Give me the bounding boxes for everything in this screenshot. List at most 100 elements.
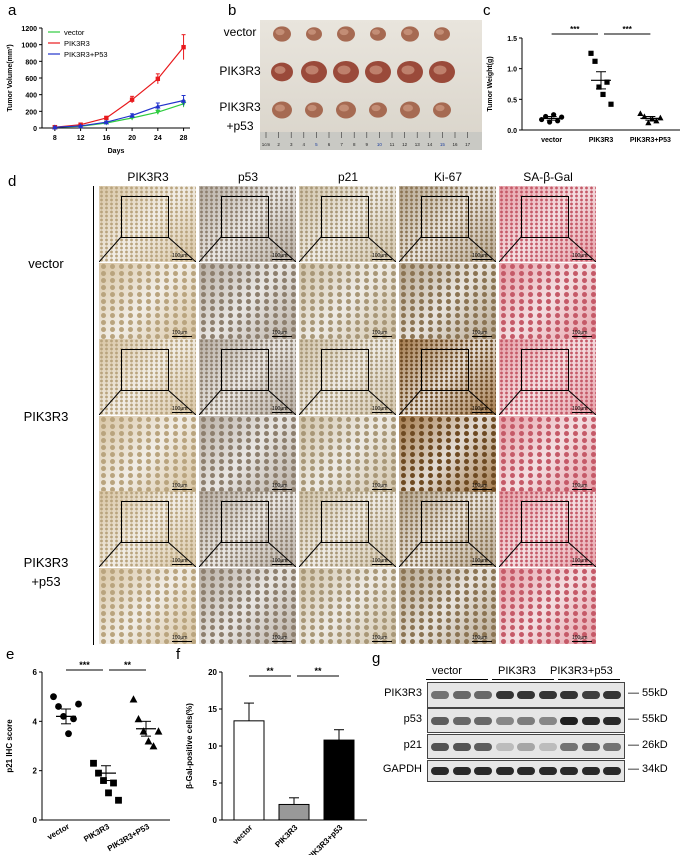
zoom-connector-line <box>399 236 422 262</box>
data-point <box>657 114 664 121</box>
scale-bar-label: 100μm <box>472 253 492 260</box>
data-point <box>129 112 135 118</box>
ihc-overview-tile: 100μm <box>299 186 396 262</box>
scale-bar-label: 100μm <box>472 483 492 490</box>
zoom-region-box <box>521 501 569 543</box>
zoom-connector-line <box>99 389 122 415</box>
blot-band <box>431 691 449 699</box>
tumor-highlight <box>307 104 317 112</box>
zoom-connector-line <box>399 541 422 567</box>
data-point <box>181 44 186 50</box>
scale-bar-label: 100μm <box>472 558 492 565</box>
ihc-zoom-tile: 100μm <box>299 416 396 492</box>
tumor-highlight <box>403 28 413 36</box>
panel-d-ihc-grid: PIK3R3 p53 p21 Ki-67 SA-β-Gal vector 100μm 100μ… <box>0 168 685 645</box>
zoom-connector <box>299 236 396 262</box>
ihc-zoom-tile: 100μm <box>199 416 296 492</box>
data-point <box>77 123 84 129</box>
ihc-overview-tile: 100μm <box>99 491 196 567</box>
ruler-label: 12 <box>402 142 408 147</box>
data-point <box>52 124 58 130</box>
zoom-region-box <box>121 196 169 238</box>
zoom-connector <box>399 236 496 262</box>
chart-a-tumor-volume: 0 200 400 600 800 1000 1200 Tumor Volume(mm³) 8 1… <box>7 26 190 155</box>
blot-size-label: — 26kD <box>628 738 668 751</box>
series-line <box>54 46 185 128</box>
zoom-connector-line <box>367 236 396 262</box>
zoom-region-box <box>521 349 569 391</box>
ruler-label: 16 <box>452 142 458 147</box>
blot-band-label: p53 <box>403 712 422 725</box>
significance-label: ** <box>266 666 274 676</box>
y-tick-label: 200 <box>25 109 37 116</box>
blot-band <box>495 691 514 699</box>
series-line <box>54 103 184 128</box>
ihc-overview-tile: 100μm <box>399 491 496 567</box>
zoom-connector <box>399 541 496 567</box>
y-axis-label: β-Gal-positive cells(%) <box>185 703 194 789</box>
tumor-highlight <box>401 65 415 75</box>
ruler-label: 9 <box>366 142 369 147</box>
data-point <box>155 76 161 82</box>
x-tick-label: 20 <box>128 135 136 142</box>
x-tick-label: PIK3R3+P53 <box>630 137 671 144</box>
x-tick-label: vector <box>46 822 71 842</box>
scale-bar-label: 100μm <box>472 635 492 642</box>
photo-background <box>260 20 482 150</box>
blot-band <box>560 742 578 751</box>
ruler-label: 17 <box>465 142 471 147</box>
tumor-highlight <box>372 29 380 35</box>
y-tick-label: 20 <box>208 668 217 677</box>
scale-bar-label: 100μm <box>172 330 192 337</box>
zoom-connector-line <box>199 389 222 415</box>
y-axis-label: p21 IHC score <box>5 719 14 773</box>
y-axis-label: Tumor Volume(mm³) <box>7 44 14 111</box>
panel-label-e: e <box>6 646 15 663</box>
ihc-overview-tile: 100μm <box>199 186 296 262</box>
significance-label: *** <box>623 25 633 34</box>
tumor-highlight <box>339 104 349 112</box>
zoom-connector-line <box>299 236 322 262</box>
scale-bar-label: 100μm <box>172 406 192 413</box>
blot-band <box>517 767 535 775</box>
zoom-connector-line <box>467 541 496 567</box>
y-tick-label: 0 <box>33 816 38 825</box>
zoom-connector <box>199 541 296 567</box>
ruler-label: 11 <box>390 142 395 147</box>
scale-bar-label: 100μm <box>372 330 392 337</box>
significance-label: ** <box>124 660 132 670</box>
x-tick-label: 28 <box>180 135 188 142</box>
blot-strip <box>427 682 625 708</box>
zoom-connector <box>99 389 196 415</box>
blot-band <box>431 742 449 751</box>
tumor-highlight <box>308 29 316 35</box>
ihc-row-label: vector <box>28 256 64 271</box>
panel-g-western-blot: vector PIK3R3 PIK3R3+p53 PIK3R3 — 55kD p53 — 5… <box>372 665 685 815</box>
blot-band <box>495 742 514 751</box>
ruler-label: 3 <box>290 142 293 147</box>
legend-entry: PIK3R3 <box>64 39 90 48</box>
x-tick-label: vector <box>231 823 254 846</box>
blot-band <box>603 767 621 775</box>
ruler-label: 6 <box>328 142 331 147</box>
ihc-zoom-tile: 100μm <box>199 263 296 339</box>
blot-group-underline <box>492 679 554 680</box>
bar <box>278 803 310 821</box>
ihc-zoom-tile: 100μm <box>399 263 496 339</box>
panel-label-c: c <box>483 2 491 19</box>
ruler-label: 14 <box>427 142 433 147</box>
x-axis-label: Days <box>108 148 125 155</box>
significance-label: *** <box>570 25 580 34</box>
data-point <box>596 84 602 90</box>
zoom-connector <box>499 389 596 415</box>
data-point <box>70 715 77 723</box>
blot-strip <box>427 708 625 733</box>
chart-f-beta-gal: 0 5 10 15 20 β-Gal-positive cells(%) vector PIK… <box>185 666 367 855</box>
scale-bar-label: 100μm <box>572 483 592 490</box>
data-point <box>103 119 110 125</box>
zoom-connector-line <box>299 541 322 567</box>
ihc-zoom-tile: 100μm <box>499 416 596 492</box>
zoom-region-box <box>221 501 269 543</box>
blot-band <box>474 691 492 699</box>
ihc-overview-tile: 100μm <box>199 491 296 567</box>
